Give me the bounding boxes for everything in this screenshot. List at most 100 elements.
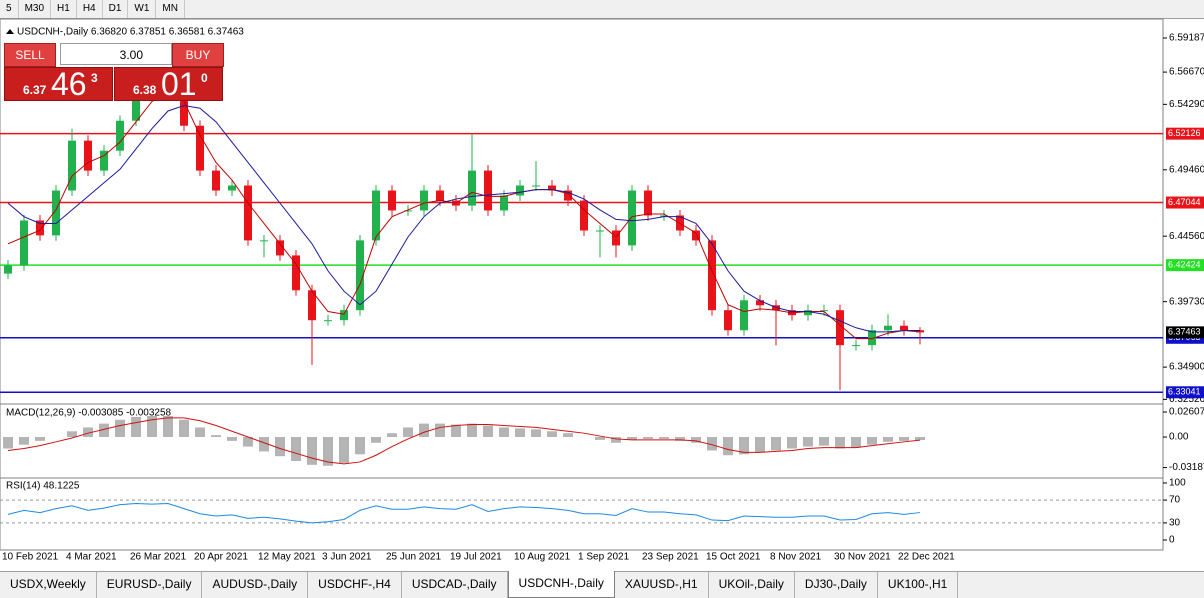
level-label-box [1166,259,1204,272]
candle-body [68,140,76,191]
level-label-box [1166,196,1204,209]
candle-body [644,190,652,216]
y-tick-label: 6.56670 [1169,67,1204,78]
macd-bar [531,429,541,438]
price-sup: 3 [91,71,98,85]
candle-body [548,185,556,191]
candle-body [212,170,220,191]
candle-body [436,190,444,201]
level-label-box [1166,127,1204,140]
macd-bar [35,437,45,441]
candle-body [516,185,524,196]
macd-bar [323,437,333,466]
macd-bar [3,437,13,449]
candle-body [324,320,332,322]
candle-body [84,140,92,171]
macd-bar [275,437,285,457]
rsi-header: RSI(14) 48.1225 [6,481,80,492]
chart-tab[interactable]: USDCHF-,H4 [308,572,402,598]
macd-bar [19,437,29,445]
candle-body [196,125,204,171]
candle-body [276,240,284,256]
chart-tab[interactable]: UKOil-,Daily [709,572,795,598]
candle-body [420,190,428,211]
macd-bar [355,437,365,455]
macd-bar [883,437,893,442]
chart-tab[interactable]: XAUUSD-,H1 [615,572,709,598]
macd-bar [179,419,189,438]
candle-body [900,325,908,331]
sell-button[interactable]: SELL [4,43,56,67]
macd-bar [195,427,205,438]
macd-bar [915,437,925,440]
buy-price[interactable]: 6.38 01 0 [114,66,223,102]
price-prefix: 6.37 [23,83,47,97]
macd-bar [723,437,733,456]
y-tick-label: 0 [1169,535,1175,546]
x-tick-label: 19 Jul 2021 [450,552,502,563]
level-label: 6.47044 [1168,197,1201,207]
candle-body [260,240,268,242]
chart-tab[interactable]: USDX,Weekly [0,572,97,598]
x-tick-label: 23 Sep 2021 [642,552,699,563]
macd-bar [835,437,845,449]
macd-bar [387,433,397,438]
candle-body [708,240,716,311]
candle-body [116,120,124,151]
timeframe-button[interactable]: 5 [0,0,19,18]
candle-body [404,210,412,212]
macd-bar [595,437,605,440]
candle-body [292,255,300,291]
macd-bar [627,437,637,440]
price-big: 01 [161,66,197,102]
last-price-label: 6.37463 [1168,327,1201,337]
macd-bar [691,437,701,443]
candle-body [740,300,748,331]
candle-body [4,265,12,274]
macd-bar [787,437,797,449]
timeframe-button[interactable]: M30 [19,0,52,18]
candle-body [916,330,924,333]
y-tick-label: 6.44560 [1169,231,1204,242]
macd-bar [259,437,269,452]
sell-price[interactable]: 6.37 46 3 [4,66,113,102]
timeframe-button[interactable]: MN [156,0,185,18]
y-tick-label: 30 [1169,518,1181,529]
rsi-line [7,503,921,524]
chart-tabs: USDX,Weekly EURUSD-,Daily AUDUSD-,Daily USD… [0,571,1204,598]
price-sup: 0 [201,71,208,85]
chart-tab[interactable]: USDCAD-,Daily [402,572,508,598]
lots-input[interactable]: 3.00 [60,43,172,65]
candle-body [532,185,540,187]
candle-body [20,220,28,266]
price-prefix: 6.38 [133,83,157,97]
candle-body [500,195,508,211]
x-tick-label: 8 Nov 2021 [770,552,822,563]
collapse-icon[interactable] [6,29,14,34]
timeframe-button[interactable]: W1 [128,0,157,18]
x-tick-label: 25 Jun 2021 [386,552,441,563]
chart-tab[interactable]: DJ30-,Daily [795,572,878,598]
macd-bar [419,423,429,438]
timeframe-button[interactable]: H1 [51,0,77,18]
macd-bar [547,431,557,438]
level-label: 6.42424 [1168,260,1201,270]
chart-tab[interactable]: UK100-,H1 [878,572,959,598]
macd-bar [227,437,237,441]
macd-bar [803,437,813,447]
candle-body [244,185,252,241]
chart-tab[interactable]: USDCNH-,Daily [507,571,615,598]
buy-button[interactable]: BUY [172,43,224,67]
chart-tab[interactable]: EURUSD-,Daily [97,572,203,598]
candle-body [660,215,668,217]
macd-bar [147,415,157,438]
timeframe-button[interactable]: D1 [103,0,129,18]
macd-bar [307,437,317,465]
x-tick-label: 22 Dec 2021 [898,552,955,563]
y-tick-label: 100 [1169,478,1186,489]
chart-header: USDCNH-,Daily 6.36820 6.37851 6.36581 6.… [17,27,244,38]
macd-bar [291,437,301,461]
chart-tab[interactable]: AUDUSD-,Daily [202,572,309,598]
timeframe-button[interactable]: H4 [77,0,103,18]
candle-body [308,290,316,321]
